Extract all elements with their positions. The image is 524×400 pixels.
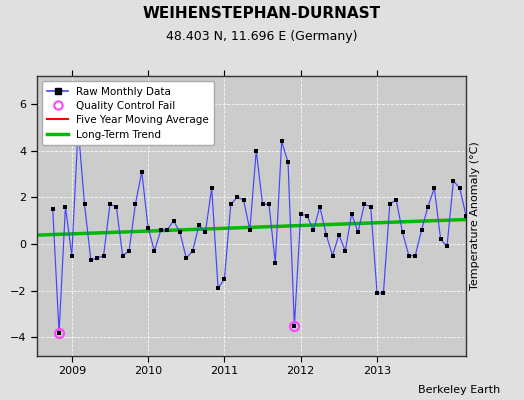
Text: WEIHENSTEPHAN-DURNAST: WEIHENSTEPHAN-DURNAST [143, 6, 381, 21]
Legend: Raw Monthly Data, Quality Control Fail, Five Year Moving Average, Long-Term Tren: Raw Monthly Data, Quality Control Fail, … [42, 81, 214, 145]
Text: Berkeley Earth: Berkeley Earth [418, 385, 500, 395]
Text: 48.403 N, 11.696 E (Germany): 48.403 N, 11.696 E (Germany) [166, 30, 358, 43]
Y-axis label: Temperature Anomaly (°C): Temperature Anomaly (°C) [470, 142, 479, 290]
